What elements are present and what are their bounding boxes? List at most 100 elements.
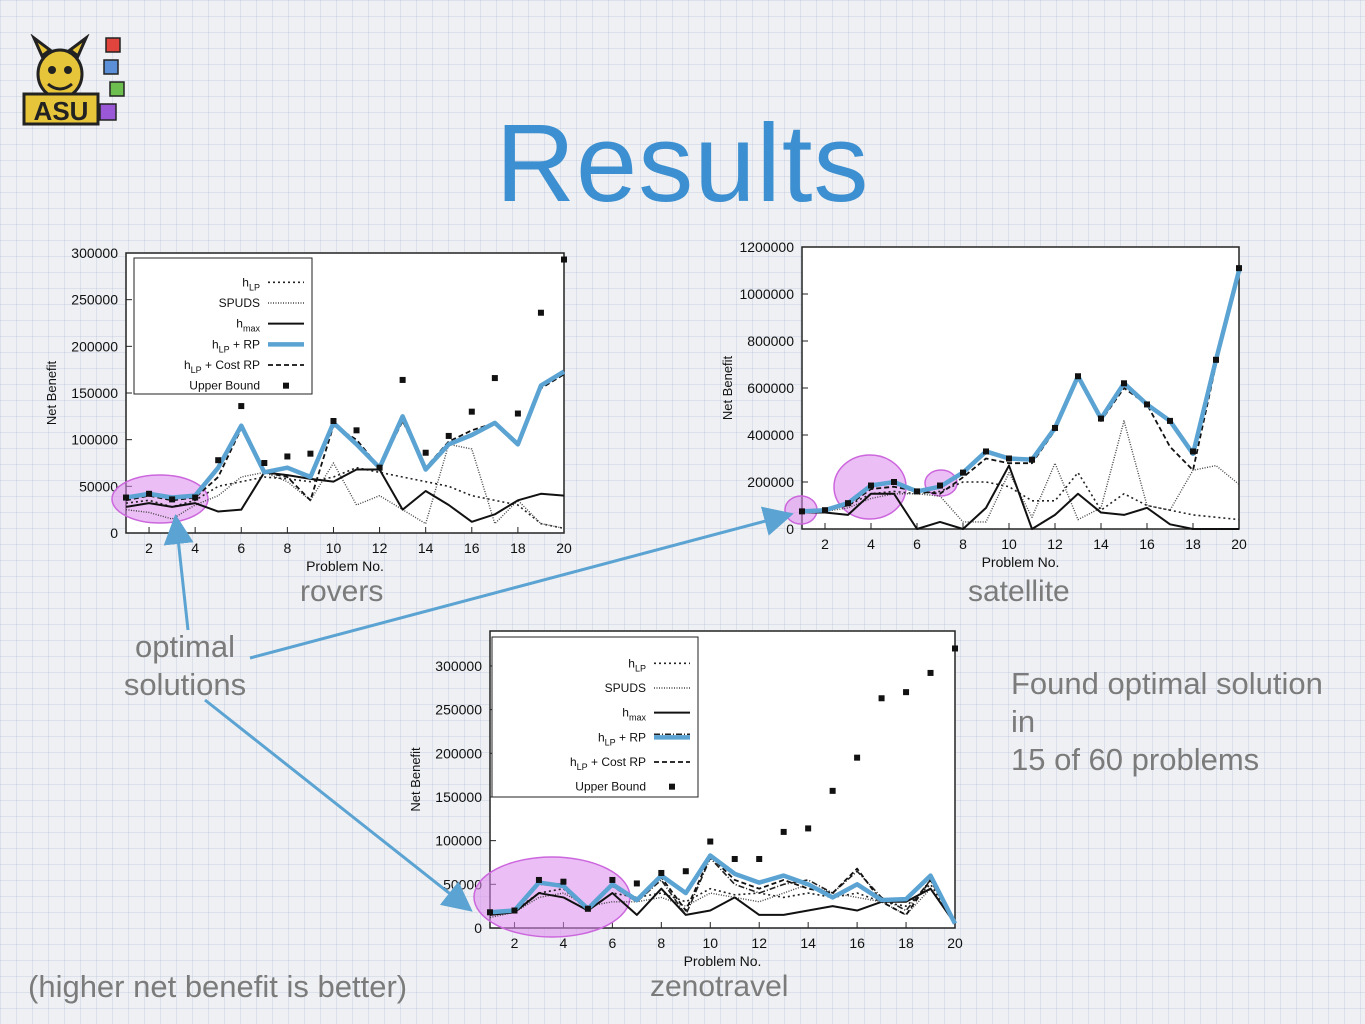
satellite-upper-bound-point [1121,380,1127,387]
rovers-legend-entry: hLP + Cost RP [184,358,260,375]
rovers-xtick-label: 16 [464,540,480,556]
zenotravel-upper-bound-point [854,754,861,761]
satellite-xtick-label: 2 [821,536,829,552]
zenotravel-series-finedot [489,883,956,925]
rovers-legend-entry: Upper Bound [189,379,260,393]
zenotravel-ytick-label: 100000 [435,833,482,849]
zenotravel-xtick-label: 8 [657,935,665,951]
zenotravel-upper-bound-point [560,878,567,885]
rovers-xtick-label: 4 [191,540,199,556]
rovers-ylabel: Net Benefit [44,360,59,425]
zenotravel-legend-entry: hmax [622,706,646,723]
satellite-series-solid [802,464,1239,530]
satellite-ytick-label: 400000 [747,427,794,443]
zenotravel-ytick-label: 250000 [435,702,482,718]
satellite-ytick-label: 0 [786,521,794,537]
rovers-legend [133,257,313,395]
rovers-legend-swatch [283,382,289,389]
zenotravel-legend-entry: SPUDS [605,681,646,695]
satellite-ytick-label: 1000000 [739,286,794,302]
rovers-upper-bound-point [422,449,429,456]
zenotravel-upper-bound-point [756,855,763,862]
rovers-legend-entry: hmax [236,317,260,334]
rovers-xtick-label: 14 [418,540,434,556]
rovers-upper-bound-point [491,375,498,382]
zenotravel-xtick-label: 12 [751,935,767,951]
zenotravel-upper-bound-point [609,876,616,883]
zenotravel-upper-bound-point [731,855,738,862]
zenotravel-ytick-label: 0 [474,920,482,936]
satellite-upper-bound-point [1029,456,1035,463]
satellite-xtick-label: 20 [1231,536,1247,552]
satellite-ylabel: Net Benefit [720,355,735,420]
rovers-xtick-label: 6 [237,540,245,556]
zenotravel-upper-bound-point [878,695,885,702]
rovers-legend-entry: hLP + RP [212,337,260,354]
satellite-upper-bound-point [891,479,897,485]
satellite-caption: satellite [968,575,1070,608]
asu-sparky-logo-icon: ASU [20,33,140,134]
satellite-upper-bound-point [1052,424,1058,431]
zenotravel-legend-swatch [669,783,675,790]
zenotravel-caption: zenotravel [650,970,789,1003]
rovers-xlabel: Problem No. [306,558,384,574]
zenotravel-legend-entry: hLP [628,656,646,673]
zenotravel-xtick-label: 6 [608,935,616,951]
zenotravel-upper-bound-point [829,787,836,794]
rovers-upper-bound-point [238,403,245,410]
satellite-ytick-label: 1200000 [739,239,794,255]
satellite-upper-bound-point [1006,455,1012,462]
zenotravel-xtick-label: 10 [702,935,718,951]
zenotravel-xlabel: Problem No. [684,953,762,969]
rovers-upper-bound-point [169,496,176,503]
rovers-ytick-label: 250000 [71,292,118,308]
zenotravel-xtick-label: 18 [898,935,914,951]
slide-title: Results [495,102,870,225]
zenotravel-ytick-label: 150000 [435,789,482,805]
satellite-series-thick [801,269,1242,514]
zenotravel-series-solid [489,887,956,925]
rovers-xtick-label: 8 [283,540,291,556]
satellite-upper-bound-point [822,507,828,514]
rovers-xtick-label: 2 [145,540,153,556]
zenotravel-upper-bound-point [511,907,518,914]
satellite-upper-bound-point [960,469,966,476]
rovers-upper-bound-point [376,464,383,471]
rovers-caption: rovers [300,575,384,608]
zenotravel-upper-bound-point [952,645,958,652]
satellite-xlabel: Problem No. [982,554,1060,570]
rovers-upper-bound-point [468,408,475,415]
rovers-upper-bound-point [261,460,268,466]
rovers-xtick-label: 12 [372,540,388,556]
satellite-upper-bound-point [1075,373,1081,380]
satellite-upper-bound-point [1190,448,1196,455]
rovers-upper-bound-point [123,494,129,501]
satellite-ytick-label: 600000 [747,380,794,396]
rovers-legend-entry: hLP [242,275,260,292]
satellite-ytick-label: 200000 [747,474,794,490]
rovers-chart: 0 50000 100000 150000 200000 250000 300000 2 4 6 8… [44,245,572,574]
rovers-xtick-label: 10 [326,540,342,556]
optimal-solutions-label: optimal solutions [110,628,260,704]
zenotravel-series-thick [489,853,958,925]
satellite-upper-bound-point [983,448,989,455]
zenotravel-upper-bound-point [682,868,689,875]
satellite-xtick-label: 12 [1047,536,1063,552]
zenotravel-ylabel: Net Benefit [408,747,423,812]
rovers-series-thick [125,369,566,500]
zenotravel-upper-bound-point [658,869,665,876]
satellite-ytick-label: 800000 [747,333,794,349]
satellite-upper-bound-point [1144,401,1150,408]
satellite-xtick-label: 6 [913,536,921,552]
found-line-1: Found optimal solution [1011,666,1323,701]
satellite-upper-bound-point [845,500,851,507]
zenotravel-legend-entry: Upper Bound [575,780,646,794]
zenotravel-ytick-label: 300000 [435,658,482,674]
satellite-xtick-label: 4 [867,536,875,552]
zenotravel-upper-bound-point [805,825,812,832]
zenotravel-upper-bound-point [487,909,493,916]
zenotravel-upper-bound-point [927,669,934,676]
rovers-ytick-label: 150000 [71,385,118,401]
zenotravel-legend [491,636,699,798]
rovers-upper-bound-point [353,427,360,434]
